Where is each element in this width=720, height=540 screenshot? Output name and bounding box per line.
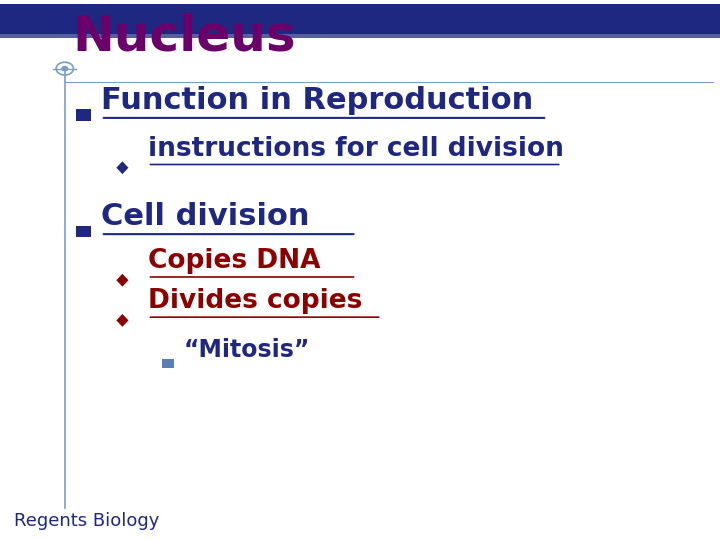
Text: Nucleus: Nucleus <box>72 12 296 60</box>
Text: Divides copies: Divides copies <box>148 288 362 314</box>
Text: “Mitosis”: “Mitosis” <box>184 338 310 362</box>
Text: Function in Reproduction: Function in Reproduction <box>101 86 533 115</box>
Polygon shape <box>117 161 128 174</box>
Circle shape <box>62 66 68 71</box>
Text: Regents Biology: Regents Biology <box>14 512 160 530</box>
Bar <box>0 34 720 38</box>
Polygon shape <box>117 274 128 287</box>
Bar <box>76 109 91 121</box>
Bar <box>76 226 91 238</box>
Bar <box>162 359 174 368</box>
Text: instructions for cell division: instructions for cell division <box>148 136 564 162</box>
Text: Copies DNA: Copies DNA <box>148 248 320 274</box>
Bar <box>0 4 720 34</box>
Polygon shape <box>117 314 128 327</box>
Text: Cell division: Cell division <box>101 202 310 232</box>
